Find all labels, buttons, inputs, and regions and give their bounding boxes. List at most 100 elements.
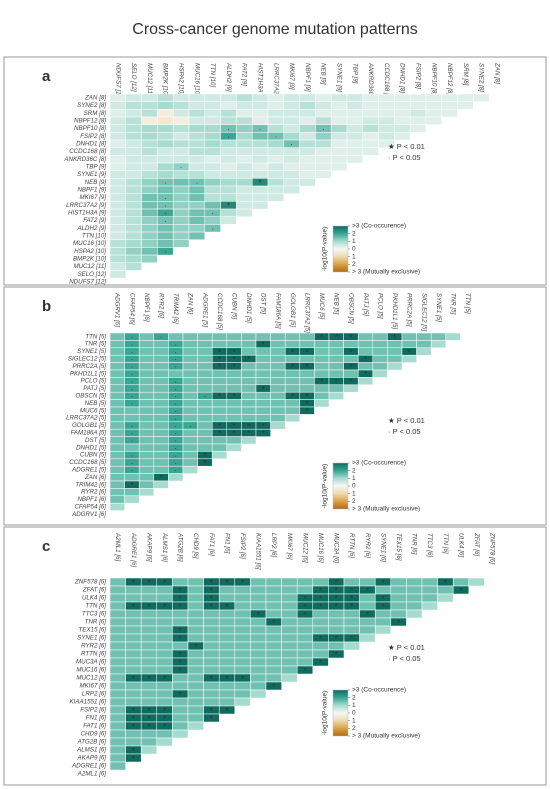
colorbar-title: -log10(P-value): [322, 464, 329, 508]
heatmap-cell: [109, 101, 127, 110]
heatmap-cell: [251, 139, 269, 148]
row-label: NEB [5]: [85, 400, 107, 407]
column-label: RYR2 [6]: [364, 533, 371, 558]
heatmap-cell: [387, 362, 403, 371]
heatmap-cell: [109, 609, 126, 619]
row-label: ZFAT [6]: [82, 587, 106, 594]
heatmap-cell: [270, 340, 286, 349]
heatmap-cell: [270, 377, 286, 386]
heatmap-cell: [250, 617, 267, 627]
heatmap-cell: [390, 585, 407, 595]
colorbar-tick-label: 2: [352, 467, 356, 474]
heatmap-cell: [109, 502, 125, 511]
significance-mark: *: [364, 355, 367, 364]
heatmap-cell: [284, 406, 301, 415]
heatmap-cell: [251, 93, 269, 102]
row-label: SYNE1 [5]: [77, 348, 106, 355]
heatmap-cell: [265, 577, 282, 587]
heatmap-cell: [390, 609, 407, 619]
heatmap-cell: [109, 451, 125, 460]
heatmap-cell: [283, 109, 300, 118]
row-label: SYNE2 [8]: [77, 102, 106, 109]
significance-mark: *: [218, 363, 221, 372]
heatmap-cell: [406, 577, 423, 587]
heatmap-cell: [406, 609, 423, 619]
significance-mark: *: [163, 602, 166, 611]
heatmap-cell: [109, 665, 126, 675]
heatmap-cell: [182, 391, 198, 400]
significance-mark: *: [306, 400, 309, 409]
significance-mark: *: [132, 602, 135, 611]
heatmap-cell: [315, 162, 332, 171]
heatmap-cell: [296, 633, 314, 643]
heatmap-cell: [299, 132, 316, 141]
heatmap-cell: [390, 593, 407, 603]
heatmap-cell: [416, 332, 432, 341]
heatmap-cell: [281, 633, 298, 643]
heatmap-cell: [124, 406, 140, 415]
row-label: RYR2 [6]: [81, 643, 106, 650]
heatmap-cell: [140, 697, 158, 707]
significance-mark: *: [218, 348, 221, 357]
heatmap-cell: [109, 340, 125, 349]
legend-entry: · P < 0.05: [388, 153, 421, 162]
heatmap-cell: [359, 625, 376, 635]
column-label: MUC16 [10]: [193, 63, 200, 96]
heatmap-cell: [156, 585, 173, 595]
heatmap-cell: [187, 625, 204, 635]
column-label: RTTN [6]: [348, 533, 355, 558]
heatmap-cell: [157, 139, 174, 148]
significance-mark: *: [306, 392, 309, 401]
heatmap-cell: [255, 391, 271, 400]
significance-mark: *: [381, 594, 384, 603]
heatmap-cell: [343, 340, 359, 349]
heatmap-cell: [109, 697, 126, 707]
heatmap-cell: [218, 705, 236, 715]
significance-mark: *: [381, 602, 384, 611]
heatmap-cell: [226, 406, 242, 415]
heatmap-cell: [197, 414, 213, 423]
heatmap-cell: [359, 633, 376, 643]
heatmap-cell: [409, 116, 427, 125]
heatmap-cell: [251, 147, 269, 156]
heatmap-cell: [250, 601, 267, 611]
heatmap-cell: [109, 147, 127, 156]
heatmap-cell: [153, 377, 169, 386]
heatmap-cell: [270, 362, 286, 371]
heatmap-cell: [172, 697, 189, 707]
significance-mark: *: [335, 634, 338, 643]
heatmap-cell: [226, 414, 242, 423]
heatmap-cell: [109, 428, 125, 437]
significance-mark: *: [132, 754, 135, 763]
heatmap-cell: [362, 124, 379, 133]
heatmap-cell: [182, 458, 198, 467]
heatmap-cell: [156, 665, 173, 675]
heatmap-cell: [281, 593, 298, 603]
heatmap-cell: [172, 721, 189, 731]
heatmap-cell: [153, 369, 169, 378]
heatmap-cell: [182, 465, 198, 474]
heatmap-cell: [241, 369, 257, 378]
heatmap-cell: [203, 609, 220, 619]
heatmap-cell: [250, 673, 267, 683]
heatmap-cell: [401, 332, 417, 341]
heatmap-cell: [125, 247, 142, 256]
heatmap-cell: [109, 689, 126, 699]
heatmap-cell: [156, 729, 173, 739]
heatmap-cell: [109, 155, 127, 164]
heatmap-cell: [346, 155, 364, 164]
significance-mark: ·: [227, 125, 230, 134]
heatmap-cell: [138, 473, 155, 482]
heatmap-cell: [265, 585, 282, 595]
heatmap-cell: [138, 428, 155, 437]
significance-mark: *: [132, 746, 135, 755]
heatmap-cell: [315, 101, 332, 110]
heatmap-cell: [299, 369, 315, 378]
heatmap-cell: [346, 124, 364, 133]
heatmap-cell: [299, 178, 316, 187]
row-label: NBPF10 [8]: [74, 125, 106, 132]
row-label: TRIM42 [6]: [75, 481, 106, 488]
column-label: ADGRV1 [6]: [114, 292, 121, 327]
heatmap-cell: [314, 399, 330, 408]
heatmap-cell: [234, 617, 251, 627]
